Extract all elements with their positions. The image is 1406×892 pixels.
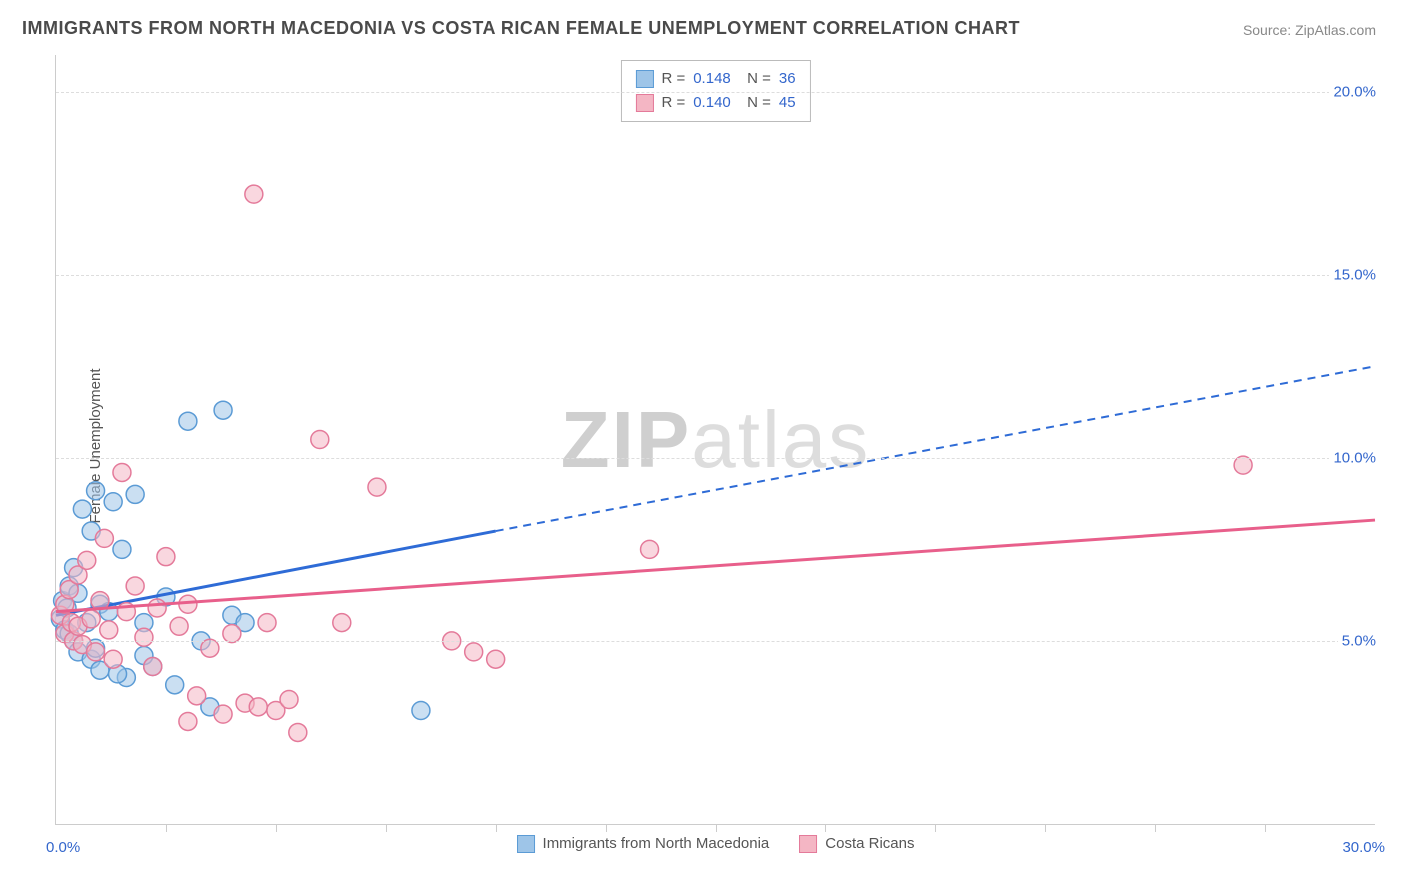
legend-row-1: R = 0.140 N = 45: [635, 91, 795, 115]
x-tick-mark: [606, 824, 607, 832]
regression-line: [56, 520, 1375, 612]
x-tick-mark: [276, 824, 277, 832]
scatter-point: [104, 493, 122, 511]
r-value-0: 0.148: [693, 67, 731, 91]
x-tick-mark: [1155, 824, 1156, 832]
scatter-point: [368, 478, 386, 496]
regression-line-extrapolated: [496, 366, 1375, 531]
x-tick-mark: [496, 824, 497, 832]
x-tick-mark: [716, 824, 717, 832]
series-label-1: Costa Ricans: [825, 832, 914, 856]
scatter-point: [144, 658, 162, 676]
y-tick-label: 20.0%: [1329, 83, 1380, 100]
grid-line: [56, 641, 1375, 642]
n-value-1: 45: [779, 91, 796, 115]
legend-row-0: R = 0.148 N = 36: [635, 67, 795, 91]
scatter-point: [87, 643, 105, 661]
chart-container: IMMIGRANTS FROM NORTH MACEDONIA VS COSTA…: [0, 0, 1406, 892]
scatter-point: [100, 621, 118, 639]
scatter-point: [73, 500, 91, 518]
series-legend-1: Costa Ricans: [799, 832, 914, 856]
scatter-point: [201, 639, 219, 657]
x-tick-mark: [1265, 824, 1266, 832]
scatter-point: [104, 650, 122, 668]
scatter-point: [78, 551, 96, 569]
plot-area: ZIPatlas R = 0.148 N = 36 R = 0.140 N = …: [55, 55, 1375, 825]
scatter-point: [280, 690, 298, 708]
series-label-0: Immigrants from North Macedonia: [543, 832, 770, 856]
grid-line: [56, 92, 1375, 93]
r-value-1: 0.140: [693, 91, 731, 115]
series-legend: Immigrants from North Macedonia Costa Ri…: [517, 832, 915, 856]
scatter-point: [179, 712, 197, 730]
scatter-point: [311, 431, 329, 449]
scatter-point: [1234, 456, 1252, 474]
n-value-0: 36: [779, 67, 796, 91]
source-attribution: Source: ZipAtlas.com: [1243, 22, 1376, 38]
scatter-point: [249, 698, 267, 716]
scatter-point: [157, 548, 175, 566]
scatter-point: [412, 701, 430, 719]
scatter-point: [245, 185, 263, 203]
scatter-point: [135, 628, 153, 646]
x-tick-mark: [386, 824, 387, 832]
scatter-point: [82, 610, 100, 628]
swatch-icon: [635, 70, 653, 88]
x-axis-min-label: 0.0%: [46, 839, 80, 856]
y-tick-label: 10.0%: [1329, 449, 1380, 466]
chart-svg: [56, 55, 1375, 824]
scatter-point: [126, 485, 144, 503]
x-tick-mark: [935, 824, 936, 832]
swatch-icon: [517, 835, 535, 853]
swatch-icon: [635, 94, 653, 112]
scatter-point: [166, 676, 184, 694]
grid-line: [56, 458, 1375, 459]
scatter-point: [148, 599, 166, 617]
scatter-point: [289, 723, 307, 741]
scatter-point: [641, 540, 659, 558]
x-axis-max-label: 30.0%: [1342, 839, 1385, 856]
grid-line: [56, 275, 1375, 276]
scatter-point: [214, 705, 232, 723]
scatter-point: [170, 617, 188, 635]
scatter-point: [223, 625, 241, 643]
scatter-point: [126, 577, 144, 595]
scatter-point: [113, 463, 131, 481]
scatter-point: [214, 401, 232, 419]
scatter-point: [465, 643, 483, 661]
series-legend-0: Immigrants from North Macedonia: [517, 832, 770, 856]
scatter-point: [179, 412, 197, 430]
y-tick-label: 5.0%: [1338, 632, 1380, 649]
scatter-point: [188, 687, 206, 705]
scatter-point: [113, 540, 131, 558]
chart-title: IMMIGRANTS FROM NORTH MACEDONIA VS COSTA…: [22, 18, 1020, 39]
scatter-point: [95, 529, 113, 547]
x-tick-mark: [825, 824, 826, 832]
scatter-point: [487, 650, 505, 668]
scatter-point: [258, 614, 276, 632]
y-tick-label: 15.0%: [1329, 266, 1380, 283]
x-tick-mark: [1045, 824, 1046, 832]
scatter-point: [333, 614, 351, 632]
scatter-point: [87, 482, 105, 500]
x-tick-mark: [166, 824, 167, 832]
swatch-icon: [799, 835, 817, 853]
